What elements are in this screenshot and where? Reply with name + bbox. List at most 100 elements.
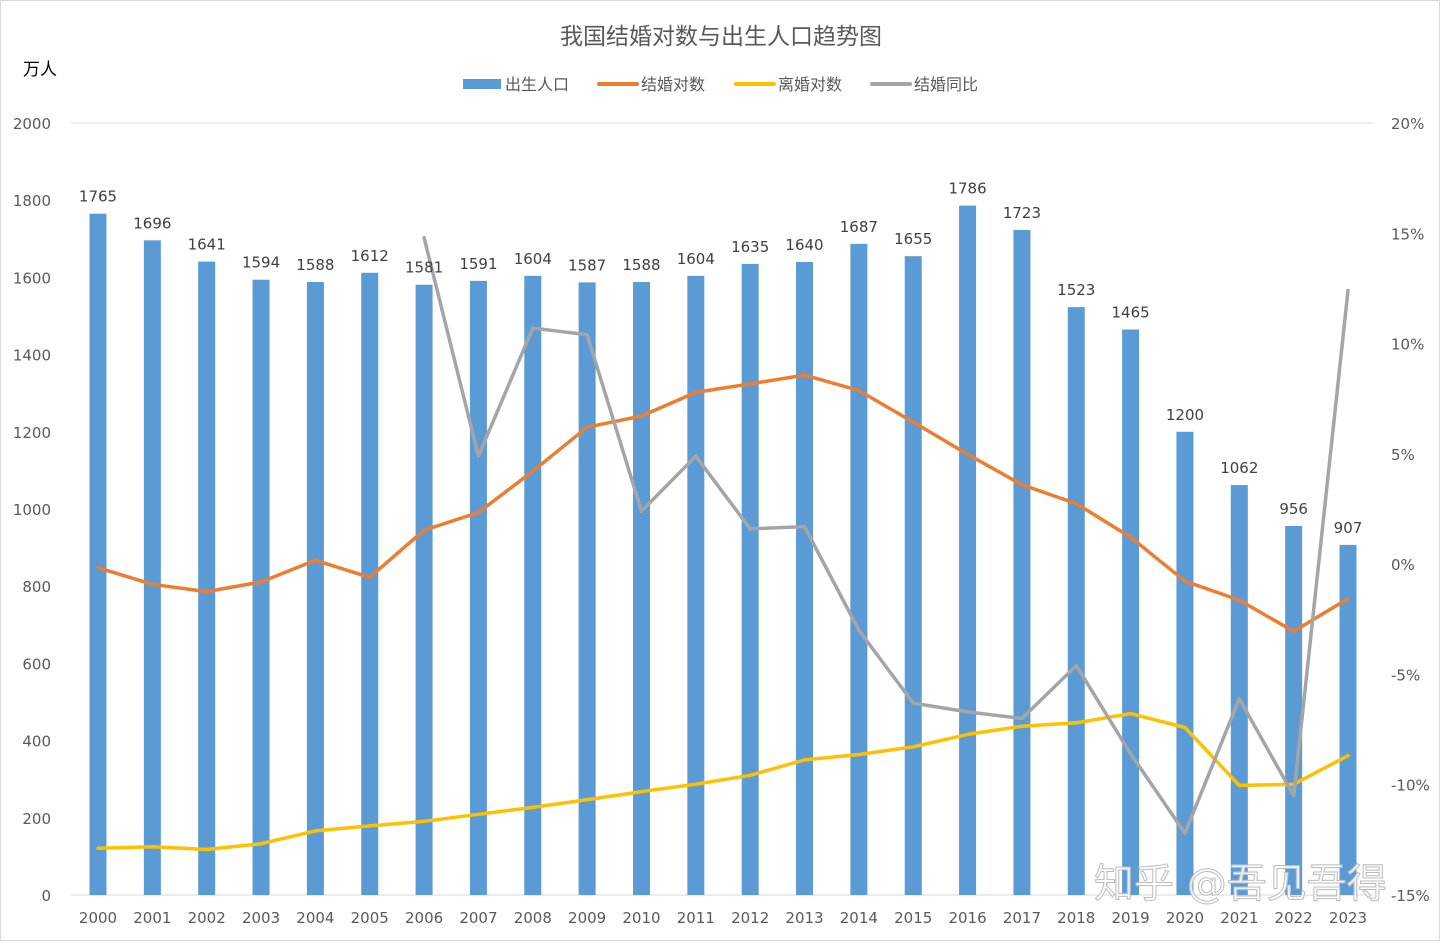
y-right-tick-label: -10% (1391, 777, 1430, 795)
bar-2010 (633, 282, 650, 895)
y-right-tick-label: 0% (1391, 556, 1415, 574)
bar-2017 (1013, 230, 1030, 895)
bar-value-label: 1765 (79, 188, 117, 206)
bar-2015 (905, 256, 922, 895)
bar-value-label: 1604 (514, 250, 552, 268)
chart-title: 我国结婚对数与出生人口趋势图 (560, 24, 882, 50)
bar-2009 (579, 282, 596, 895)
bar-2019 (1122, 330, 1139, 895)
bar-value-label: 1523 (1057, 281, 1095, 299)
x-tick-label: 2021 (1220, 909, 1258, 927)
bar-value-label: 1655 (894, 230, 932, 248)
bar-2005 (361, 273, 378, 895)
x-tick-label: 2017 (1003, 909, 1041, 927)
legend-label: 结婚同比 (914, 75, 978, 94)
y-right-tick-label: 5% (1391, 446, 1415, 464)
legend: 出生人口 结婚对数 离婚对数 结婚同比 (463, 75, 978, 94)
x-tick-label: 2009 (568, 909, 606, 927)
x-tick-label: 2001 (133, 909, 171, 927)
bar-2000 (90, 214, 107, 895)
y-left-tick-label: 1600 (13, 269, 51, 287)
x-tick-label: 2013 (785, 909, 823, 927)
x-tick-label: 2011 (677, 909, 715, 927)
x-tick-label: 2015 (894, 909, 932, 927)
bars (90, 206, 1357, 895)
legend-swatch (463, 79, 501, 89)
bar-2008 (524, 276, 541, 895)
bar-value-label: 1696 (133, 214, 171, 232)
bar-value-label: 956 (1279, 500, 1308, 518)
y-left-tick-label: 600 (22, 655, 51, 673)
y-right-tick-label: -5% (1391, 666, 1420, 684)
bar-value-label: 1723 (1003, 204, 1041, 222)
x-tick-label: 2007 (459, 909, 497, 927)
bar-value-label: 1604 (677, 250, 715, 268)
x-tick-label: 2020 (1166, 909, 1204, 927)
x-tick-label: 2000 (79, 909, 117, 927)
y-left-tick-label: 1200 (13, 424, 51, 442)
legend-label: 结婚对数 (641, 75, 705, 94)
y-axis-left-label: 万人 (23, 60, 57, 80)
legend-label: 出生人口 (505, 75, 569, 94)
bar-value-label: 1591 (459, 255, 497, 273)
y-left-tick-label: 400 (22, 733, 51, 751)
x-tick-label: 2014 (840, 909, 878, 927)
line-离婚对数 (98, 714, 1348, 850)
bar-value-label: 1588 (622, 256, 660, 274)
x-tick-label: 2004 (296, 909, 334, 927)
bar-value-label: 1641 (188, 236, 226, 254)
bar-2004 (307, 282, 324, 895)
line-结婚对数 (98, 375, 1348, 631)
bar-value-label: 1786 (948, 180, 986, 198)
bar-value-label: 1594 (242, 254, 280, 272)
x-tick-label: 2003 (242, 909, 280, 927)
bar-value-label: 1200 (1166, 406, 1204, 424)
y-right-tick-label: 20% (1391, 115, 1424, 133)
bar-2016 (959, 206, 976, 895)
bar-value-label: 1635 (731, 238, 769, 256)
line-结婚同比 (424, 238, 1348, 834)
bar-value-label: 1465 (1112, 304, 1150, 322)
y-left-tick-label: 2000 (13, 115, 51, 133)
bar-2014 (850, 244, 867, 895)
x-tick-label: 2002 (188, 909, 226, 927)
y-left-tick-label: 0 (41, 887, 51, 905)
bar-value-label: 1612 (351, 247, 389, 265)
x-tick-label: 2005 (351, 909, 389, 927)
bar-value-label: 907 (1334, 519, 1363, 537)
x-tick-label: 2022 (1275, 909, 1313, 927)
bar-2006 (416, 285, 433, 895)
y-right-tick-label: 15% (1391, 225, 1424, 243)
bar-2011 (687, 276, 704, 895)
x-tick-label: 2016 (948, 909, 986, 927)
bar-2007 (470, 281, 487, 895)
bar-2021 (1231, 485, 1248, 895)
x-tick-label: 2012 (731, 909, 769, 927)
bar-2012 (742, 264, 759, 895)
x-tick-label: 2008 (514, 909, 552, 927)
x-tick-label: 2019 (1112, 909, 1150, 927)
bar-2013 (796, 262, 813, 895)
y-right-tick-label: 10% (1391, 336, 1424, 354)
bar-2002 (198, 262, 215, 895)
bar-2003 (253, 280, 270, 895)
y-left-tick-label: 200 (22, 810, 51, 828)
bar-2022 (1285, 526, 1302, 895)
bar-value-label: 1588 (296, 256, 334, 274)
y-left-tick-label: 800 (22, 578, 51, 596)
y-left-tick-label: 1800 (13, 192, 51, 210)
x-tick-label: 2010 (622, 909, 660, 927)
x-tick-label: 2018 (1057, 909, 1095, 927)
bar-2001 (144, 240, 161, 895)
x-tick-label: 2006 (405, 909, 443, 927)
legend-label: 离婚对数 (778, 75, 842, 94)
bar-value-label: 1062 (1220, 459, 1258, 477)
y-left-tick-label: 1000 (13, 501, 51, 519)
y-right-tick-label: -15% (1391, 887, 1430, 905)
bar-value-label: 1640 (785, 236, 823, 254)
bar-value-label: 1581 (405, 259, 443, 277)
lines (98, 238, 1348, 850)
y-left-tick-label: 1400 (13, 347, 51, 365)
